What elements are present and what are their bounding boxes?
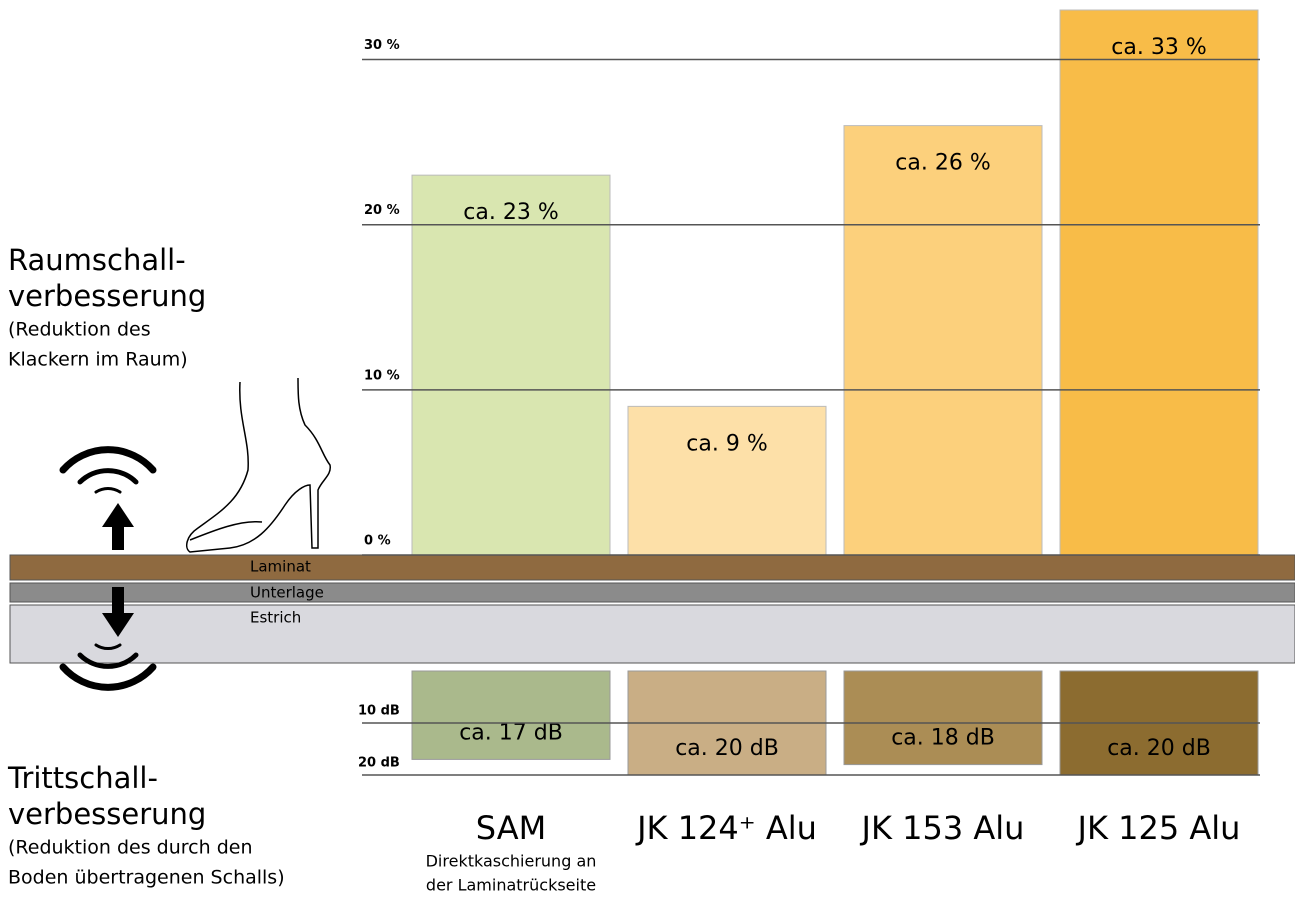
x-tick-label: JK 125 Alu bbox=[1076, 809, 1241, 847]
series-subtitle: (Reduktion des durch den bbox=[8, 837, 253, 859]
value-label: ca. 18 dB bbox=[891, 726, 995, 751]
category-note: der Laminatrückseite bbox=[426, 876, 596, 895]
bar bbox=[1059, 9, 1259, 556]
value-label: ca. 20 dB bbox=[1107, 736, 1211, 761]
value-label: ca. 26 % bbox=[895, 151, 990, 176]
y-tick-label: 0 % bbox=[364, 534, 391, 549]
bar bbox=[843, 125, 1043, 556]
floor bbox=[9, 554, 1295, 664]
series-title: verbesserung bbox=[8, 279, 206, 313]
sound-icon bbox=[59, 446, 157, 691]
bar bbox=[411, 174, 611, 556]
arrows bbox=[102, 503, 134, 637]
layer-label: Unterlage bbox=[250, 584, 324, 602]
bar bbox=[411, 670, 611, 760]
series-subtitle: (Reduktion des bbox=[8, 319, 151, 341]
y-tick-label: 30 % bbox=[364, 38, 400, 53]
series-subtitle: Boden übertragenen Schalls) bbox=[8, 867, 285, 889]
value-label: ca. 23 % bbox=[463, 200, 558, 225]
y-tick-label: 10 % bbox=[364, 368, 400, 383]
layer-label: Estrich bbox=[250, 609, 301, 627]
series-subtitle: Klackern im Raum) bbox=[8, 349, 188, 371]
value-label: ca. 17 dB bbox=[459, 720, 563, 745]
bar bbox=[627, 405, 827, 556]
x-tick-label: JK 124⁺ Alu bbox=[635, 809, 817, 847]
value-label: ca. 33 % bbox=[1111, 35, 1206, 60]
laminat-layer bbox=[9, 554, 1295, 581]
y2-tick-label: 10 dB bbox=[358, 704, 400, 719]
y2-tick-label: 20 dB bbox=[358, 756, 400, 771]
value-label: ca. 20 dB bbox=[675, 736, 779, 761]
shoe-icon bbox=[185, 377, 331, 553]
layer-label: Laminat bbox=[250, 558, 311, 576]
bars bbox=[411, 9, 1259, 776]
x-tick-label: JK 153 Alu bbox=[860, 809, 1025, 847]
value-label: ca. 9 % bbox=[686, 431, 767, 456]
series-title: Trittschall- bbox=[7, 761, 158, 795]
unterlage-layer bbox=[9, 582, 1295, 603]
y-tick-label: 20 % bbox=[364, 203, 400, 218]
bar bbox=[843, 670, 1043, 766]
x-tick-label: SAM bbox=[476, 809, 546, 847]
series-title: verbesserung bbox=[8, 797, 206, 831]
series-title: Raumschall- bbox=[8, 243, 186, 277]
estrich-layer bbox=[9, 604, 1295, 664]
category-note: Direktkaschierung an bbox=[426, 852, 597, 871]
